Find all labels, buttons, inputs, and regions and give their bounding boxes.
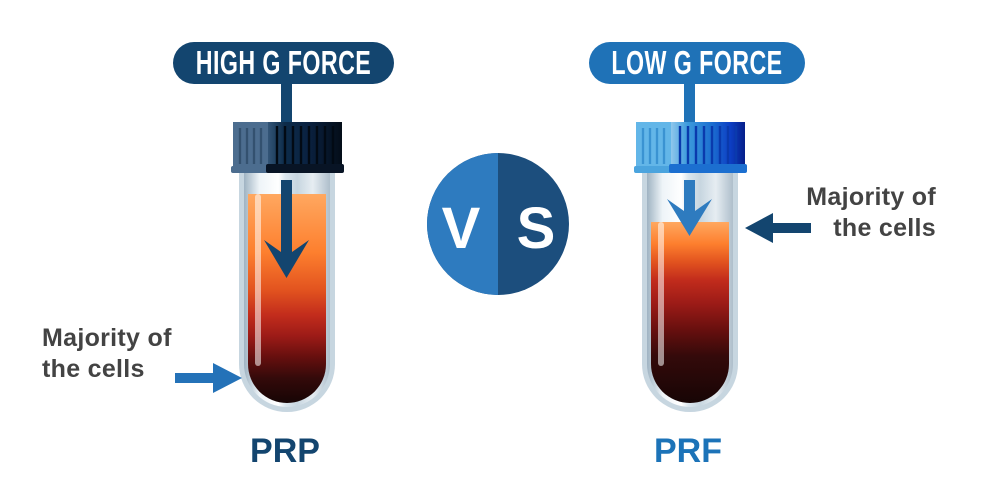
svg-text:S: S	[517, 196, 556, 261]
svg-text:V: V	[442, 196, 481, 261]
